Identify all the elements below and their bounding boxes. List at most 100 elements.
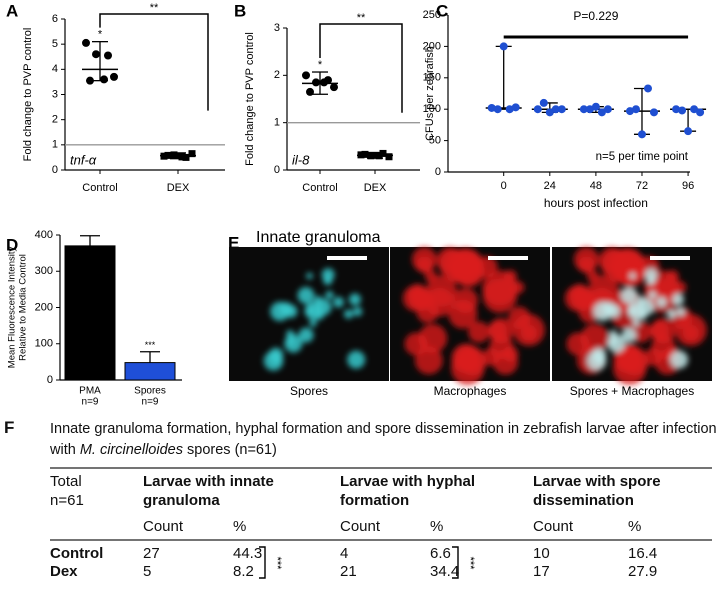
data-point — [551, 105, 560, 114]
significance: *** — [271, 557, 283, 571]
macrophage-signal — [504, 269, 517, 283]
significance-bracket — [99, 13, 209, 111]
spore-signal — [353, 306, 363, 317]
macrophage-signal — [521, 324, 537, 341]
x-tick-label: 0 — [501, 180, 507, 192]
micrograph-signal — [263, 268, 366, 371]
data-point — [361, 150, 369, 158]
corner-cell: Total n=61 — [50, 473, 84, 509]
data-point — [631, 105, 640, 114]
spore-signal — [632, 319, 640, 327]
y-tick-label: 150 — [423, 72, 441, 84]
y-axis-label: Fold change to PVP control — [22, 28, 34, 162]
macrophage-signal — [609, 248, 646, 284]
group-header: Larvae with hyphal formation — [340, 473, 476, 509]
spore-signal — [629, 272, 636, 280]
table-cell: 34.4 — [430, 563, 460, 580]
y-tick-label: 50 — [429, 135, 441, 147]
table-cell: 27.9 — [628, 563, 658, 580]
data-point — [86, 76, 94, 85]
x-axis-label: hours post infection — [544, 196, 648, 210]
macrophage-signal — [447, 248, 484, 284]
data-point — [357, 151, 365, 159]
macrophage-signal — [586, 269, 599, 282]
table-cell: % — [628, 518, 642, 535]
spore-signal — [284, 334, 303, 353]
data-point — [385, 153, 393, 161]
data-point — [82, 38, 90, 47]
spore-signal — [279, 302, 293, 316]
macrophage-signal — [571, 287, 595, 312]
y-axis-label: Fold change to PVP control — [244, 32, 256, 166]
data-point — [499, 42, 508, 51]
macrophage-signal — [416, 256, 433, 274]
spore-signal — [670, 350, 689, 369]
bar — [64, 245, 116, 381]
table-cell: 10 — [533, 545, 550, 562]
data-point — [643, 84, 652, 93]
data-point — [591, 102, 600, 111]
spore-signal — [594, 354, 604, 365]
spore-signal — [271, 354, 281, 365]
comparison-mark: ** — [357, 12, 366, 24]
y-tick-label: 3 — [52, 88, 58, 100]
y-tick-label: 200 — [35, 301, 53, 313]
y-tick-label: 400 — [35, 229, 53, 241]
data-point — [110, 72, 118, 81]
comparison-mark: ** — [150, 2, 159, 14]
y-tick-label: 0 — [274, 164, 280, 176]
p-value: P=0.229 — [573, 9, 618, 23]
y-tick-label: 0 — [47, 374, 53, 386]
spore-signal — [646, 276, 656, 286]
x-tick-label: 24 — [544, 180, 556, 192]
data-point — [164, 151, 172, 159]
macrophage-signal — [451, 343, 481, 374]
spore-signal — [676, 306, 686, 317]
y-tick-label: 6 — [52, 13, 58, 25]
spore-signal — [347, 350, 366, 369]
panel-letter: E — [228, 233, 239, 252]
x-tick-label: PMA — [79, 386, 101, 397]
data-point — [302, 71, 310, 80]
data-point — [170, 151, 178, 159]
macrophage-signal — [683, 324, 699, 341]
note: n=5 per time point — [596, 151, 689, 163]
y-tick-label: 100 — [35, 338, 53, 350]
significance: *** — [145, 340, 156, 350]
x-tick-label: 96 — [682, 180, 694, 192]
data-point — [178, 153, 186, 161]
table-cell: 27 — [143, 545, 160, 562]
table-cell: Control — [50, 545, 104, 562]
x-tick-label: DEX — [364, 182, 387, 194]
y-tick-label: 1 — [52, 139, 58, 151]
macrophage-signal — [424, 269, 437, 282]
spore-signal — [671, 293, 685, 306]
macrophage-signal — [409, 287, 433, 312]
table-cell: Dex — [50, 563, 78, 580]
spore-signal — [621, 327, 637, 343]
data-point — [625, 107, 634, 116]
bar — [124, 362, 176, 381]
data-point — [539, 98, 548, 107]
data-point — [487, 103, 496, 112]
control-mark: * — [318, 59, 323, 71]
table-cell: 17 — [533, 563, 550, 580]
table-cell: % — [233, 518, 247, 535]
control-mark: * — [98, 29, 103, 41]
macrophage-signal — [414, 346, 443, 375]
macrophage-signal — [489, 334, 514, 360]
spore-signal — [323, 276, 333, 286]
data-point — [320, 78, 328, 87]
y-tick-label: 0 — [52, 164, 58, 176]
y-tick-label: 300 — [35, 265, 53, 277]
data-point — [100, 75, 108, 84]
y-tick-label: 4 — [52, 63, 58, 75]
macrophage-signal — [651, 334, 676, 360]
panel-letter: A — [6, 1, 18, 20]
data-point — [367, 152, 375, 160]
panel-letter: D — [6, 235, 18, 254]
y-tick-label: 2 — [274, 69, 280, 81]
table-cell: Count — [143, 518, 184, 535]
spore-signal — [298, 327, 314, 343]
